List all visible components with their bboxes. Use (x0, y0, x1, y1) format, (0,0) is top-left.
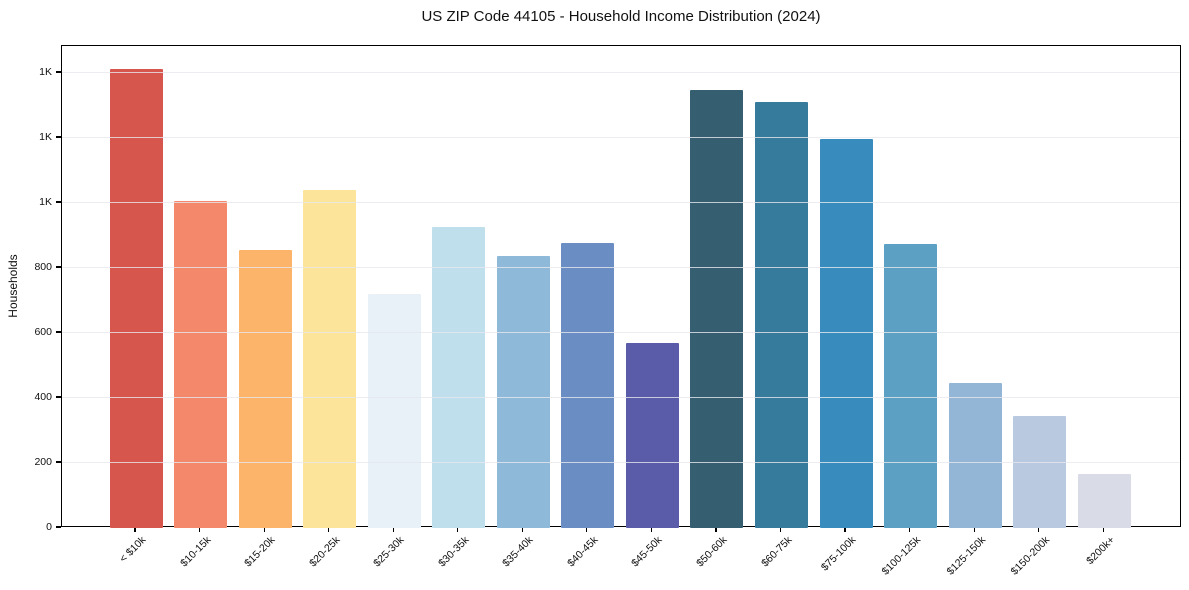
bar-$200k+ (1077, 474, 1131, 528)
bar-$60-75k (755, 101, 808, 528)
gridline (62, 332, 1180, 334)
bar-$40-45k (561, 242, 615, 528)
bar-$125-150k (948, 383, 1002, 528)
x-tick-mark (457, 527, 459, 532)
x-tick-label: $30-35k (435, 534, 472, 570)
bar-$50-60k (690, 90, 744, 528)
x-tick-label: $10-15k (177, 534, 214, 570)
gridline (62, 202, 1180, 204)
x-tick-label: $100-125k (879, 534, 924, 578)
x-tick-label: $150-200k (1008, 534, 1053, 578)
x-tick-mark (650, 527, 652, 532)
bar-$30-35k (432, 227, 486, 528)
bar-$45-50k (625, 342, 679, 528)
y-tick-mark (56, 526, 61, 528)
gridline (62, 462, 1180, 464)
gridline (62, 397, 1180, 399)
y-tick-mark (56, 136, 61, 138)
x-tick-mark (909, 527, 911, 532)
x-tick-mark (844, 527, 846, 532)
x-tick-mark (715, 527, 717, 532)
x-tick-label: $75-100k (819, 534, 859, 574)
x-tick-mark (1038, 527, 1040, 532)
x-tick-mark (973, 527, 975, 532)
x-tick-label: $40-45k (565, 534, 601, 570)
y-tick-mark (56, 396, 61, 398)
x-tick-mark (392, 527, 394, 532)
x-tick-label: $20-25k (306, 534, 343, 570)
x-tick-mark (586, 527, 588, 532)
x-tick-mark (521, 527, 523, 532)
bar-$10-15k (174, 201, 228, 528)
y-tick-label: 800 (34, 260, 52, 273)
y-tick-label: 1K (39, 65, 52, 78)
x-tick-label: $200k+ (1083, 534, 1117, 568)
y-tick-label: 0 (46, 521, 52, 533)
gridline (62, 72, 1180, 74)
bar-$150-200k (1013, 415, 1067, 528)
x-tick-mark (198, 527, 201, 532)
x-tick-mark (263, 527, 265, 532)
x-tick-label: $125-150k (944, 534, 988, 578)
x-tick-label: $15-20k (242, 534, 278, 570)
x-tick-mark (779, 527, 782, 532)
y-tick-mark (56, 71, 61, 73)
x-tick-label: $50-60k (694, 534, 730, 570)
y-tick-label: 600 (34, 325, 52, 338)
y-tick-label: 400 (34, 390, 52, 403)
x-tick-mark (328, 527, 330, 532)
bar-$100-125k (884, 244, 938, 528)
y-tick-mark (56, 331, 61, 333)
x-tick-label: $25-30k (371, 534, 407, 570)
x-tick-label: $35-40k (500, 534, 536, 570)
bar-$15-20k (238, 250, 292, 528)
y-tick-mark (56, 201, 61, 203)
y-tick-mark (56, 266, 61, 268)
x-tick-label: $60-75k (758, 534, 794, 570)
gridline (62, 267, 1180, 269)
x-tick-label: < $10k (117, 534, 149, 565)
bar-$25-30k (367, 293, 421, 528)
y-tick-label: 200 (34, 455, 52, 468)
y-axis-label: Households (6, 254, 20, 318)
bar-< $10k (109, 68, 163, 528)
y-tick-label: 1K (39, 195, 52, 208)
y-tick-mark (56, 461, 61, 463)
bar-$75-100k (819, 139, 873, 528)
bar-$35-40k (496, 255, 550, 528)
x-tick-label: $45-50k (629, 534, 665, 570)
x-tick-mark (1102, 527, 1104, 532)
chart-title: US ZIP Code 44105 - Household Income Dis… (421, 8, 821, 25)
bar-$20-25k (303, 189, 357, 528)
x-tick-mark (134, 527, 136, 532)
plot-area (61, 45, 1181, 528)
gridline (62, 137, 1180, 139)
y-tick-label: 1K (39, 130, 52, 143)
